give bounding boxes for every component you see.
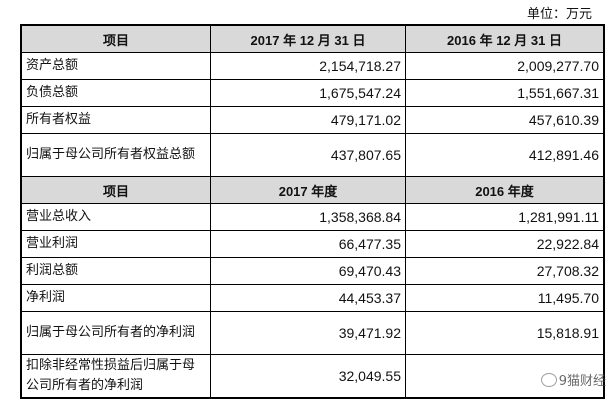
- table-row: 所有者权益 479,171.02 457,610.39: [20, 106, 605, 134]
- value-2017: 2,154,718.27: [210, 52, 406, 80]
- value-2017: 66,477.35: [210, 230, 406, 258]
- value-2017: 69,470.43: [210, 257, 406, 285]
- row-label: 负债总额: [20, 79, 211, 107]
- table-row: 营业利润 66,477.35 22,922.84: [20, 230, 605, 258]
- table-row: 归属于母公司所有者权益总额 437,807.65 412,891.46: [20, 133, 605, 177]
- row-label: 净利润: [20, 284, 211, 312]
- value-2016: 11,495.70: [405, 284, 605, 312]
- row-label: 所有者权益: [20, 106, 211, 134]
- value-2016: 1,551,667.31: [405, 79, 605, 107]
- row-label: 营业利润: [20, 230, 211, 258]
- watermark: 9猫财经: [540, 370, 606, 389]
- header-cell: 2017 年 12 月 31 日: [210, 24, 406, 53]
- value-2016: 2,009,277.70: [405, 52, 605, 80]
- row-label: 归属于母公司所有者权益总额: [20, 133, 211, 177]
- row-label: 归属于母公司所有者的净利润: [20, 311, 211, 355]
- unit-label: 单位：万元: [526, 7, 592, 22]
- table-row: 负债总额 1,675,547.24 1,551,667.31: [20, 79, 605, 107]
- value-2016: 412,891.46: [405, 133, 605, 177]
- row-label: 扣除非经常性损益后归属于母公司所有者的净利润: [20, 354, 211, 399]
- value-2017: 39,471.92: [210, 311, 406, 355]
- value-2017: 479,171.02: [210, 106, 406, 134]
- table-row: 利润总额 69,470.43 27,708.32: [20, 257, 605, 285]
- table-row: 资产总额 2,154,718.27 2,009,277.70: [20, 52, 605, 80]
- row-label: 利润总额: [20, 257, 211, 285]
- financial-table: 项目 2017 年 12 月 31 日 2016 年 12 月 31 日 资产总…: [20, 24, 605, 399]
- row-label: 营业总收入: [20, 203, 211, 231]
- value-2016: 1,281,991.11: [405, 203, 605, 231]
- table-row: 归属于母公司所有者的净利润 39,471.92 15,818.91: [20, 311, 605, 355]
- header-cell: 2017 年度: [210, 176, 406, 204]
- value-2017: 1,358,368.84: [210, 203, 406, 231]
- header-cell: 项目: [20, 24, 211, 53]
- value-2016: 457,610.39: [405, 106, 605, 134]
- watermark-text: 9猫财经: [558, 374, 606, 389]
- value-2016: 22,922.84: [405, 230, 605, 258]
- value-2017: 1,675,547.24: [210, 79, 406, 107]
- value-2017: 44,453.37: [210, 284, 406, 312]
- table-row: 扣除非经常性损益后归属于母公司所有者的净利润 32,049.55: [20, 354, 605, 399]
- header-cell: 项目: [20, 176, 211, 204]
- value-2016: 15,818.91: [405, 311, 605, 355]
- value-2017: 32,049.55: [210, 354, 406, 399]
- table-row: 营业总收入 1,358,368.84 1,281,991.11: [20, 203, 605, 231]
- value-2017: 437,807.65: [210, 133, 406, 177]
- wechat-icon: [540, 372, 557, 387]
- header-cell: 2016 年度: [405, 176, 605, 204]
- row-label: 资产总额: [20, 52, 211, 80]
- table-header-balance: 项目 2017 年 12 月 31 日 2016 年 12 月 31 日: [20, 24, 605, 53]
- header-cell: 2016 年 12 月 31 日: [405, 24, 605, 53]
- value-2016: [405, 354, 605, 399]
- table-header-income: 项目 2017 年度 2016 年度: [20, 176, 605, 204]
- table-row: 净利润 44,453.37 11,495.70: [20, 284, 605, 312]
- value-2016: 27,708.32: [405, 257, 605, 285]
